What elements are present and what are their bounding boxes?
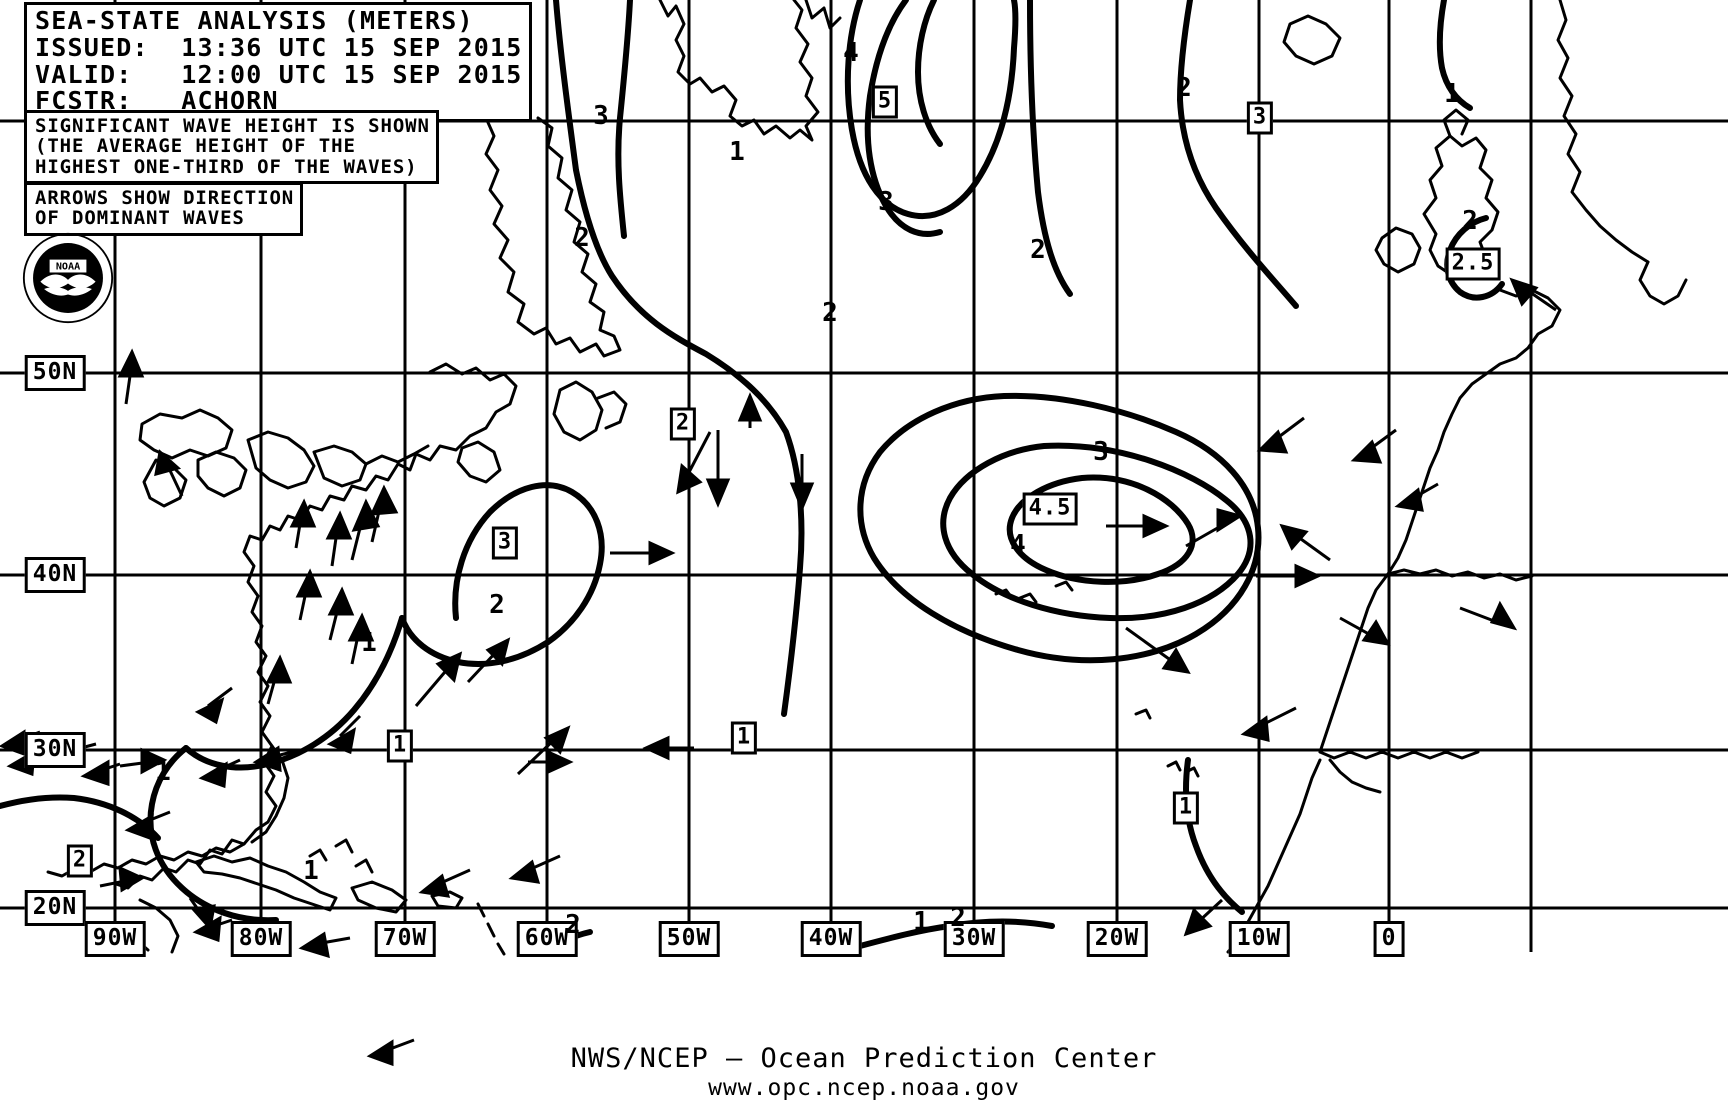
contour-value-box-2: 2 [669, 407, 697, 441]
analysis-title-box: SEA-STATE ANALYSIS (METERS) ISSUED: 13:3… [24, 2, 532, 122]
contour-value-box-25: 2.5 [1445, 247, 1501, 281]
contour-label-1-sc: 1 [913, 907, 929, 937]
lon-label-60w: 60W [516, 921, 578, 957]
contour-value-box-1-e: 1 [1172, 791, 1200, 825]
arrows-legend-box: ARROWS SHOW DIRECTION OF DOMINANT WAVES [24, 182, 304, 236]
lon-label-80w: 80W [230, 921, 292, 957]
contour-label-1-sw: 1 [155, 757, 171, 787]
lon-label-10w: 10W [1228, 921, 1290, 957]
lat-label-20n: 20N [24, 890, 86, 926]
contour-label-1-ne: 1 [1444, 79, 1460, 109]
lat-label-50n: 50N [24, 355, 86, 391]
contour-label-1-wc: 1 [361, 628, 377, 658]
svg-text:NOAA: NOAA [56, 262, 80, 273]
contour-value-box-45: 4.5 [1022, 492, 1078, 526]
lon-label-90w: 90W [84, 921, 146, 957]
contour-value-box-1-w: 1 [386, 729, 414, 763]
lon-label-50w: 50W [658, 921, 720, 957]
contour-label-2-nc: 2 [1030, 235, 1046, 265]
contour-label-2-c: 2 [822, 298, 838, 328]
lon-label-70w: 70W [374, 921, 436, 957]
contour-label-2-s: 2 [565, 910, 581, 940]
lon-label-0: 0 [1373, 921, 1405, 957]
contour-label-1-s: 1 [303, 856, 319, 886]
contour-value-box-2-sw: 2 [66, 844, 94, 878]
lat-label-40n: 40N [24, 557, 86, 593]
contour-label-3-nw: 3 [593, 101, 609, 131]
lat-label-30n: 30N [24, 732, 86, 768]
wave-direction-arrows [0, 277, 1557, 1067]
noaa-logo-icon: NOAA [22, 232, 114, 324]
lon-label-20w: 20W [1086, 921, 1148, 957]
contour-value-box-5: 5 [871, 85, 899, 119]
contour-value-box-3-w: 3 [491, 526, 519, 560]
significant-wave-height-note-box: SIGNIFICANT WAVE HEIGHT IS SHOWN (THE AV… [24, 110, 439, 184]
contour-label-2-n: 2 [1176, 73, 1192, 103]
contour-label-4-n: 4 [843, 38, 859, 68]
contour-label-2-w: 2 [489, 590, 505, 620]
contour-label-4-c: 4 [1010, 530, 1026, 560]
contour-label-2-ne: 2 [1462, 206, 1478, 236]
contour-label-3-n: 3 [878, 187, 894, 217]
contour-value-box-1-c: 1 [730, 721, 758, 755]
contour-value-box-3-ne: 3 [1246, 101, 1274, 135]
lon-label-30w: 30W [943, 921, 1005, 957]
footer-agency: NWS/NCEP — Ocean Prediction Center [570, 1043, 1158, 1074]
contour-label-1-nw: 1 [729, 137, 745, 167]
contour-label-2-sc: 2 [950, 903, 966, 933]
footer-url: www.opc.ncep.noaa.gov [708, 1075, 1020, 1101]
contour-label-2-nw: 2 [574, 223, 590, 253]
contour-label-3-c: 3 [1093, 437, 1109, 467]
lon-label-40w: 40W [800, 921, 862, 957]
